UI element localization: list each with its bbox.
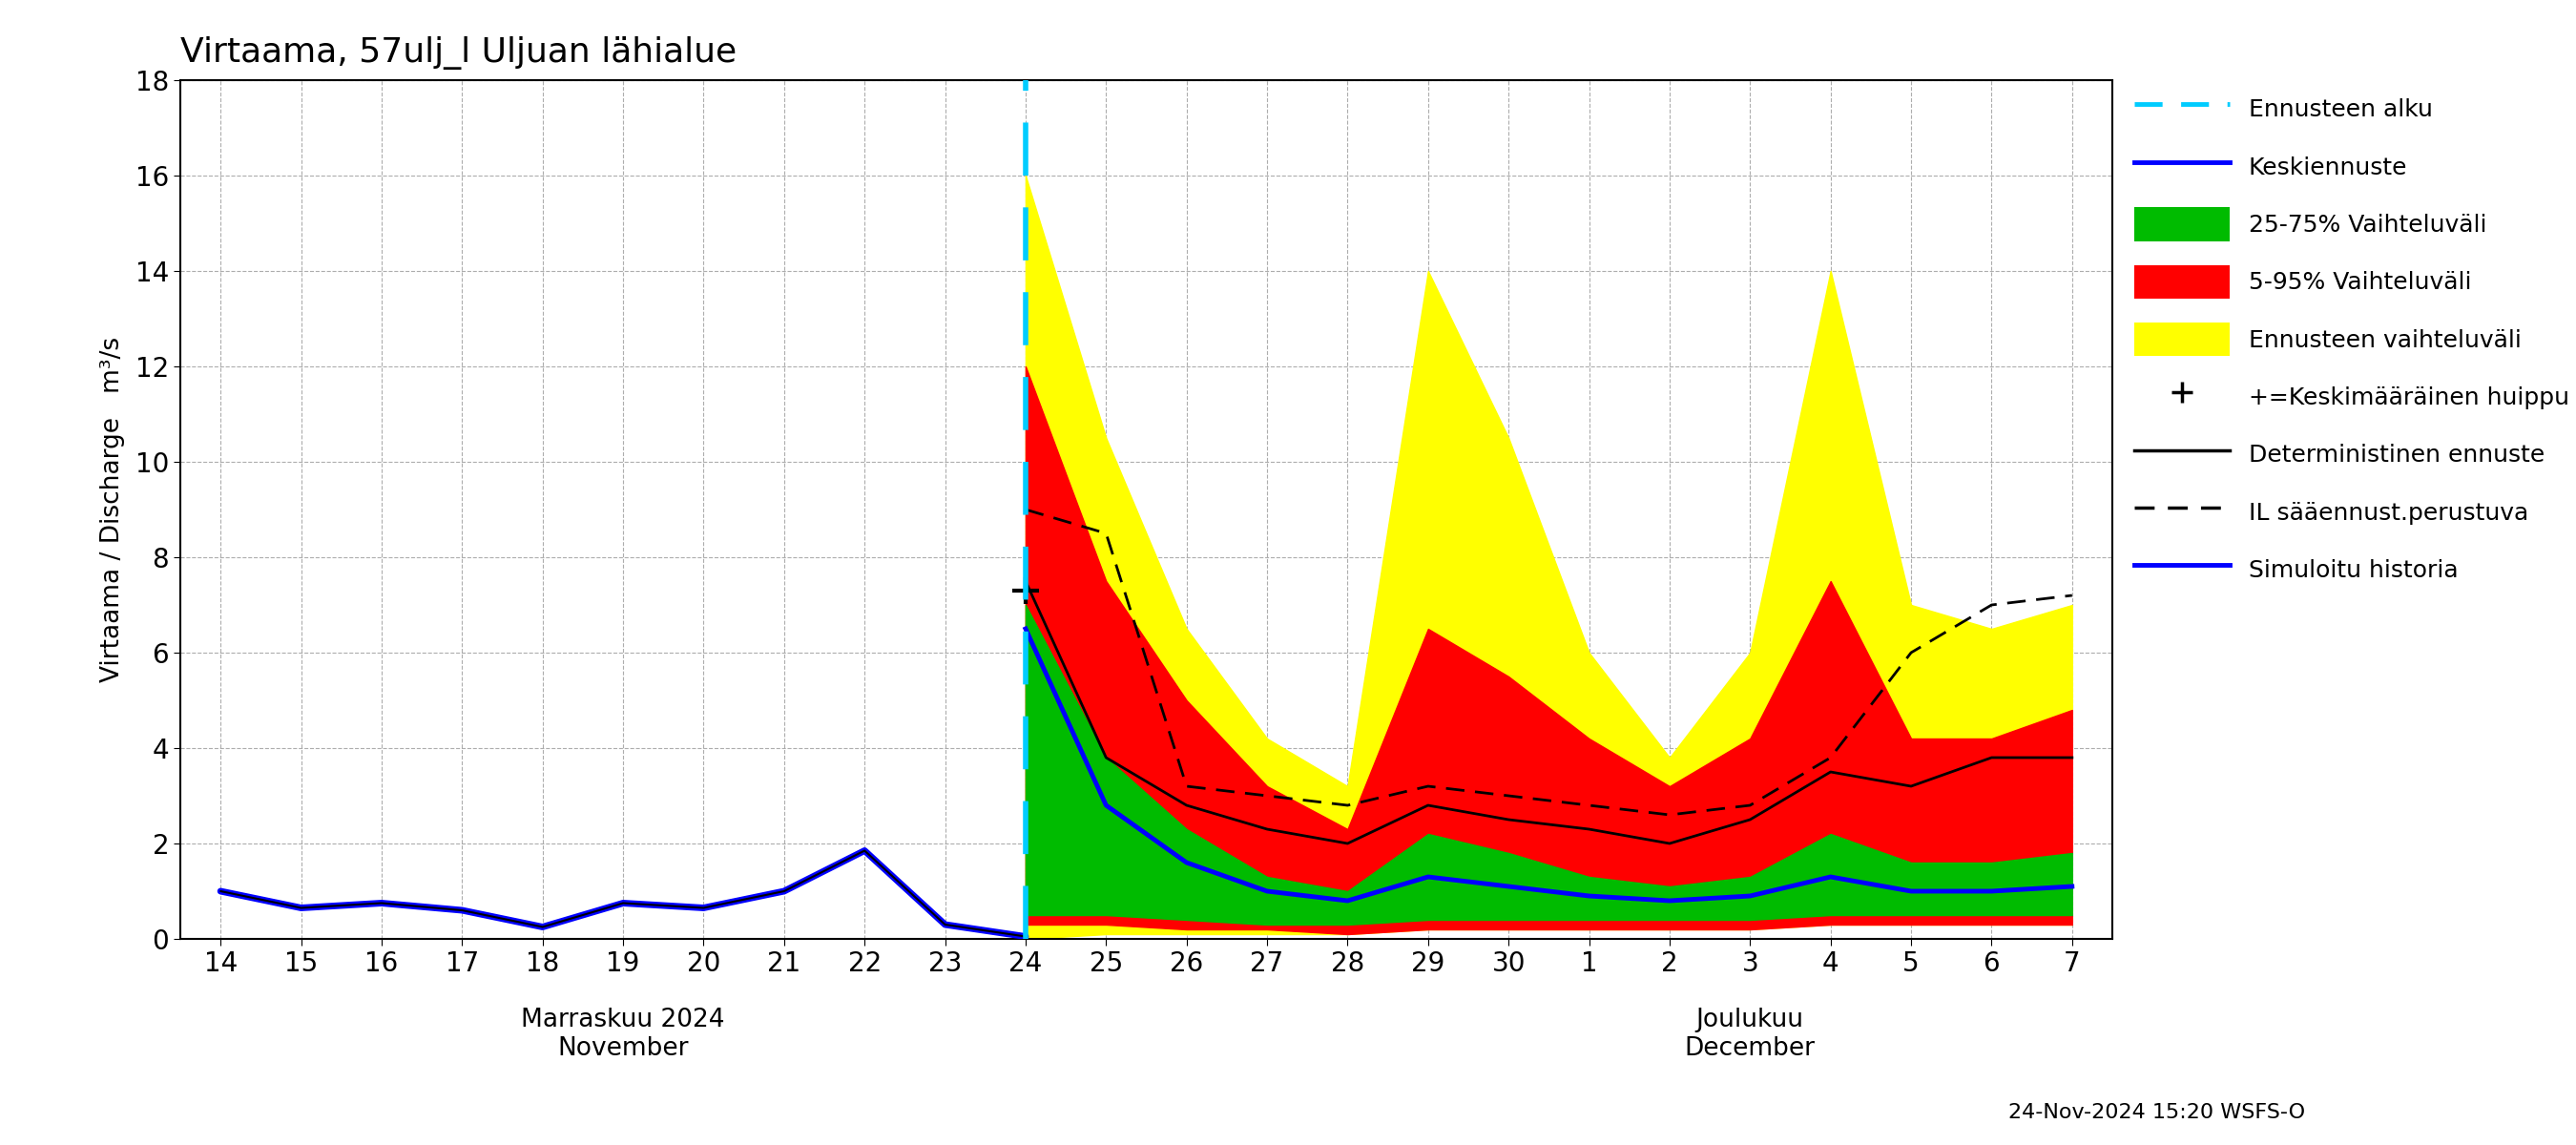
Y-axis label: Virtaama / Discharge   m³/s: Virtaama / Discharge m³/s: [100, 337, 124, 682]
Legend: Ennusteen alku, Keskiennuste, 25-75% Vaihteluväli, 5-95% Vaihteluväli, Ennusteen: Ennusteen alku, Keskiennuste, 25-75% Vai…: [2123, 80, 2576, 599]
Text: Marraskuu 2024
November: Marraskuu 2024 November: [520, 1008, 724, 1061]
Text: Joulukuu
December: Joulukuu December: [1685, 1008, 1816, 1061]
Text: Virtaama, 57ulj_l Uljuan lähialue: Virtaama, 57ulj_l Uljuan lähialue: [180, 35, 737, 69]
Text: 24-Nov-2024 15:20 WSFS-O: 24-Nov-2024 15:20 WSFS-O: [2009, 1103, 2306, 1122]
